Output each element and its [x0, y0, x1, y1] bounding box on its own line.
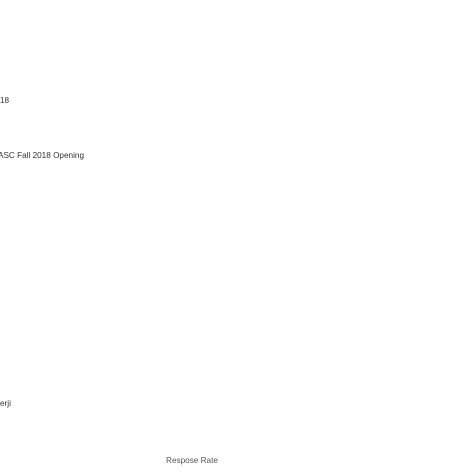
edge-label-bottom: erji	[0, 399, 11, 408]
edge-label-asc-fall-2018: ASC Fall 2018 Opening	[0, 151, 84, 160]
x-axis-title: Respose Rate	[166, 456, 218, 465]
edge-label-top: 18	[0, 96, 10, 105]
